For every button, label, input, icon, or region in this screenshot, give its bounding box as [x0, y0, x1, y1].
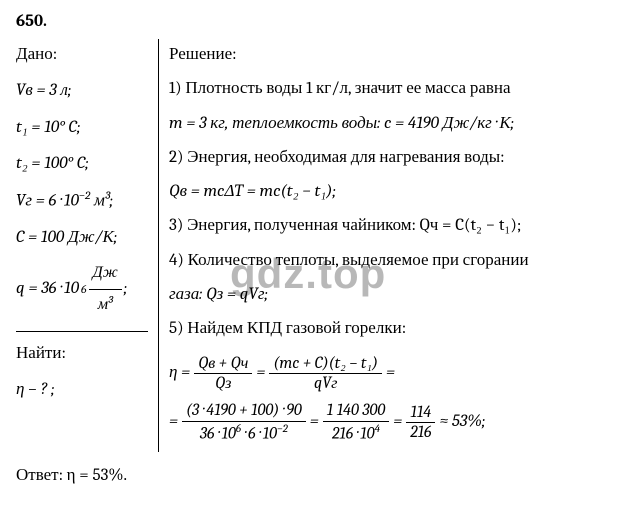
- given-text: Vг = 6 · 10: [16, 192, 79, 211]
- solution-line: газа: Qз = qVг;: [169, 279, 605, 311]
- numerator: 1 140 300: [323, 401, 389, 421]
- exponent: 6: [81, 278, 86, 301]
- content-row: Дано: Vв = 3 л; t₁ = 10° C; t₂ = 100° C;…: [16, 39, 605, 452]
- exponent: −2: [79, 188, 90, 202]
- eq-text: =: [393, 412, 402, 432]
- eq-text: =: [256, 363, 265, 383]
- den-text: 216 · 10: [332, 424, 375, 443]
- solution-line: 1) Плотность воды 1 кг/л, значит ее масс…: [169, 73, 605, 105]
- solution-line: 5) Найдем КПД газовой горелки:: [169, 313, 605, 345]
- problem-number: 650.: [16, 12, 605, 31]
- eq-text: η =: [169, 363, 190, 383]
- fraction: (3 · 4190 + 100) · 90 36 · 106 · 6 · 10−…: [182, 401, 306, 443]
- solution-line: m = 3 кг, теплоемкость воды: c = 4190 Дж…: [169, 108, 605, 140]
- solution-heading: Решение:: [169, 39, 605, 71]
- given-line: C = 100 Дж/К;: [16, 222, 148, 254]
- numerator: Qв + Qч: [194, 354, 252, 374]
- find-heading: Найти:: [16, 338, 148, 370]
- equation-row: = (3 · 4190 + 100) · 90 36 · 106 · 6 · 1…: [169, 401, 605, 443]
- given-line: Vг = 6 · 10−2 м³;: [16, 184, 148, 218]
- fraction: 1 140 300 216 · 104: [323, 401, 389, 443]
- numerator: (mc + C)(t₂ − t₁): [269, 354, 382, 374]
- solution-line: 4) Количество теплоты, выделяемое при сг…: [169, 245, 605, 277]
- given-text: ;: [124, 273, 128, 305]
- den-text: 36 · 10: [200, 424, 236, 443]
- fraction: Qв + Qч Qз: [194, 354, 252, 394]
- given-text: q = 36 · 10: [16, 273, 79, 305]
- den-text: · 6 · 10: [241, 424, 277, 443]
- given-text: t₁ = 10° C;: [16, 118, 80, 137]
- denominator: 216: [406, 423, 435, 442]
- eq-text: =: [386, 363, 395, 383]
- equation-row: η = Qв + Qч Qз = (mc + C)(t₂ − t₁) qVг =: [169, 354, 605, 394]
- given-line: q = 36 · 106 Дж м³ ;: [16, 258, 148, 320]
- solution-column: Решение: 1) Плотность воды 1 кг/л, значи…: [159, 39, 605, 452]
- denominator: 216 · 104: [323, 422, 389, 444]
- given-line: Vв = 3 л;: [16, 75, 148, 107]
- given-line: t₁ = 10° C;: [16, 112, 148, 144]
- denominator: м³: [89, 290, 122, 321]
- eq-text: =: [310, 412, 319, 432]
- eq-text: =: [169, 412, 178, 432]
- denominator: Qз: [194, 374, 252, 393]
- solution-line: Qв = mcΔT = mc(t₂ − t₁);: [169, 176, 605, 208]
- fraction: (mc + C)(t₂ − t₁) qVг: [269, 354, 382, 394]
- numerator: 114: [406, 403, 435, 423]
- given-text: м³;: [90, 192, 113, 211]
- eq-text: ≈ 53%;: [439, 412, 485, 432]
- fraction: Дж м³: [89, 258, 122, 320]
- given-column: Дано: Vв = 3 л; t₁ = 10° C; t₂ = 100° C;…: [16, 39, 158, 452]
- solution-line: 3) Энергия, полученная чайником: Qч = C(…: [169, 210, 605, 242]
- given-text: Vв = 3 л;: [16, 81, 71, 100]
- given-heading: Дано:: [16, 39, 148, 71]
- denominator: 36 · 106 · 6 · 10−2: [182, 422, 306, 444]
- given-text: C = 100 Дж/К;: [16, 228, 117, 247]
- find-line: η – ? ;: [16, 374, 148, 406]
- numerator: (3 · 4190 + 100) · 90: [182, 401, 306, 421]
- fraction: 114 216: [406, 403, 435, 443]
- exponent: −2: [277, 422, 288, 435]
- given-text: t₂ = 100° C;: [16, 154, 89, 173]
- numerator: Дж: [89, 258, 122, 290]
- given-line: t₂ = 100° C;: [16, 148, 148, 180]
- exponent: 4: [375, 422, 381, 435]
- denominator: qVг: [269, 374, 382, 393]
- separator: [16, 331, 148, 332]
- solution-line: 2) Энергия, необходимая для нагревания в…: [169, 142, 605, 174]
- answer: Ответ: η = 53%.: [16, 460, 605, 492]
